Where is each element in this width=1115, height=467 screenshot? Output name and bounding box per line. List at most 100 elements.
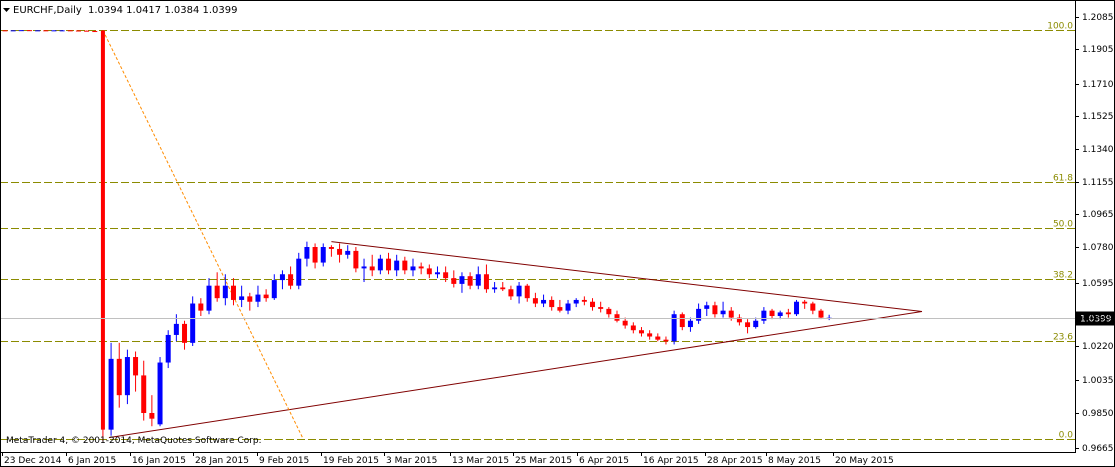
- candle-body: [712, 305, 718, 315]
- candle-body: [761, 310, 767, 321]
- fib-fan-line: [102, 30, 304, 439]
- candle: [524, 283, 530, 302]
- candle: [565, 299, 571, 315]
- candle: [2, 30, 8, 32]
- candle-body: [377, 258, 383, 271]
- candle-body: [598, 307, 604, 309]
- candle-body: [165, 334, 171, 363]
- candle: [361, 258, 367, 283]
- candle-body: [247, 296, 253, 302]
- candle-body: [769, 310, 775, 316]
- candle-body: [84, 30, 90, 32]
- candle-body: [679, 314, 685, 328]
- x-tick-label: 23 Dec 2014: [4, 456, 62, 466]
- candle-body: [75, 30, 81, 32]
- candle-body: [532, 298, 538, 304]
- candle: [108, 342, 114, 436]
- candle: [337, 243, 343, 263]
- candle: [606, 307, 612, 318]
- candle-body: [696, 308, 702, 321]
- candle-body: [443, 272, 449, 279]
- candle: [467, 272, 473, 290]
- candle: [377, 254, 383, 275]
- candle: [492, 282, 498, 293]
- y-tick-label: 1.1905: [1082, 45, 1114, 55]
- candle: [84, 30, 90, 32]
- candle: [704, 301, 710, 316]
- candle: [26, 30, 32, 32]
- candle-body: [124, 357, 130, 396]
- candle-body: [337, 248, 343, 255]
- candle-body: [704, 305, 710, 309]
- candle: [761, 307, 767, 324]
- candle: [573, 298, 579, 308]
- candle-body: [475, 274, 481, 286]
- trend-line-upper: [331, 241, 923, 313]
- candle-body: [753, 320, 759, 328]
- candle-body: [35, 30, 41, 32]
- candle: [230, 278, 236, 306]
- candle: [279, 270, 285, 290]
- candle-body: [467, 276, 473, 286]
- candle: [296, 252, 302, 290]
- candle-body: [230, 285, 236, 300]
- candle-body: [410, 266, 416, 271]
- y-tick-label: 0.9665: [1082, 444, 1114, 454]
- candle-body: [483, 274, 489, 290]
- candle: [92, 30, 98, 33]
- candle: [426, 264, 432, 279]
- y-tick-label: 1.0780: [1082, 243, 1114, 253]
- candle-body: [500, 287, 506, 290]
- candle: [239, 285, 245, 308]
- x-tick-label: 28 Jan 2015: [195, 456, 249, 466]
- candle-body: [271, 280, 277, 299]
- current-price-tag: [1076, 311, 1115, 326]
- candle-body: [663, 339, 669, 342]
- candle-body: [655, 336, 661, 340]
- y-tick-label: 0.9850: [1082, 409, 1114, 419]
- candle: [777, 310, 783, 320]
- x-tick-label: 9 Feb 2015: [259, 456, 309, 466]
- candle-body: [279, 274, 285, 281]
- candle-body: [361, 266, 367, 269]
- candle: [475, 266, 481, 290]
- y-tick-label: 1.1710: [1082, 80, 1114, 90]
- x-tick-label: 6 Jan 2015: [68, 456, 116, 466]
- candle-body: [141, 375, 147, 413]
- candle: [679, 312, 685, 331]
- chart-menu-icon[interactable]: [3, 8, 10, 12]
- chart-title: EURCHF,Daily 1.0394 1.0417 1.0384 1.0399: [13, 5, 238, 16]
- candle: [51, 30, 57, 32]
- candle-body: [492, 287, 498, 290]
- candle: [10, 30, 16, 32]
- candle-body: [402, 260, 408, 271]
- candle: [263, 289, 269, 302]
- candle-body: [206, 285, 212, 311]
- title-ohlc: 1.0394 1.0417 1.0384 1.0399: [88, 5, 238, 16]
- candle: [402, 256, 408, 275]
- candle-body: [288, 274, 294, 286]
- candle-body: [394, 260, 400, 271]
- candle: [712, 301, 718, 318]
- candle: [198, 298, 204, 316]
- candle-body: [108, 358, 114, 430]
- title-symbol: EURCHF,Daily: [13, 5, 82, 16]
- fib-label: 38.2: [1053, 271, 1073, 281]
- candle-body: [581, 299, 587, 302]
- y-tick-label: 1.0595: [1082, 279, 1114, 289]
- candle-body: [353, 250, 359, 269]
- candle-body: [736, 317, 742, 323]
- candle: [655, 333, 661, 342]
- candle: [369, 254, 375, 277]
- candle: [802, 299, 808, 309]
- candle: [59, 30, 65, 32]
- candle: [35, 30, 41, 32]
- candle-body: [418, 266, 424, 269]
- candle: [753, 317, 759, 329]
- candle: [663, 336, 669, 345]
- candle-body: [312, 247, 318, 263]
- y-tick-label: 1.2085: [1082, 13, 1114, 23]
- candle-body: [328, 247, 334, 249]
